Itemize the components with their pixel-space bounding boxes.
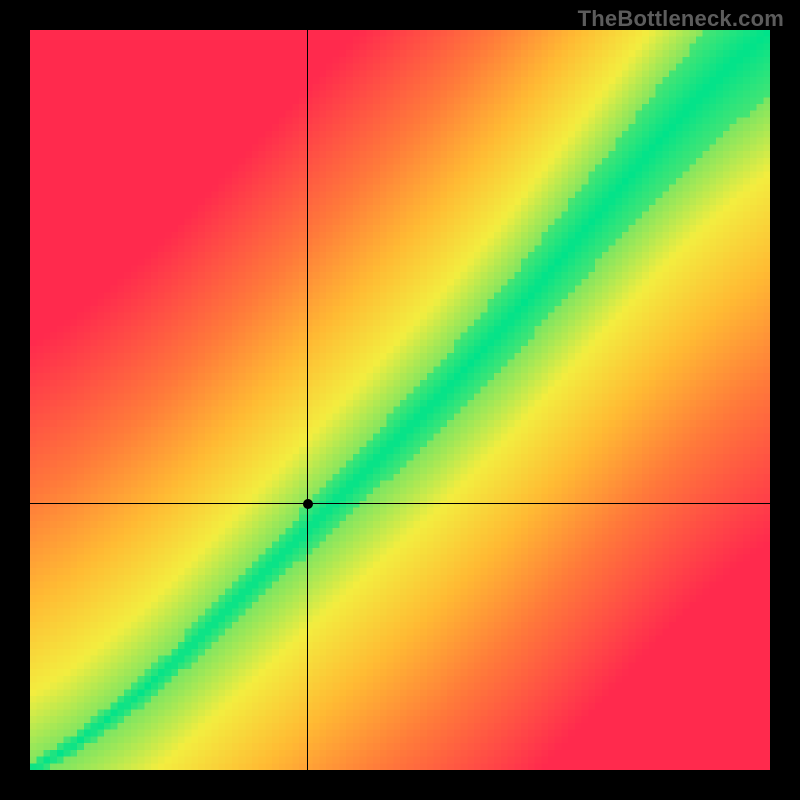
bottleneck-heatmap — [30, 30, 770, 770]
crosshair-vertical — [307, 30, 308, 770]
watermark: TheBottleneck.com — [578, 6, 784, 32]
crosshair-horizontal — [30, 503, 770, 504]
crosshair-point — [303, 499, 313, 509]
